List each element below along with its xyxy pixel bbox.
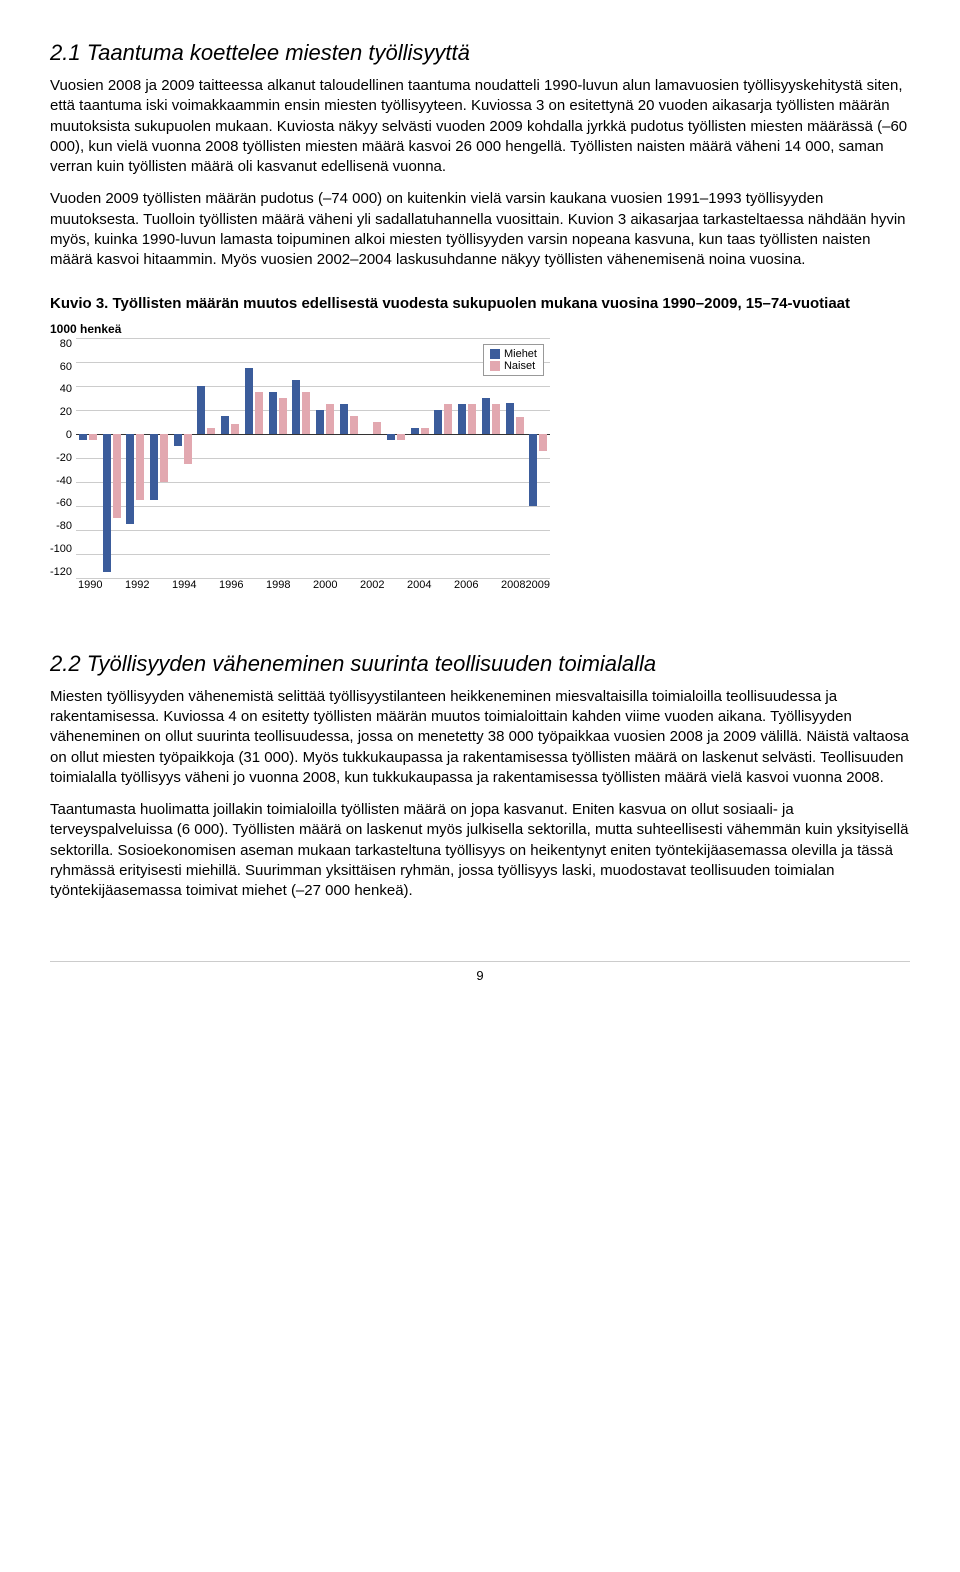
chart-year-group xyxy=(218,338,242,578)
chart-year-group xyxy=(337,338,361,578)
bar-miehet xyxy=(245,368,253,434)
chart-xlabels: 1990199219941996199820002002200420062008… xyxy=(78,579,550,591)
bar-miehet xyxy=(482,398,490,434)
bar-miehet xyxy=(411,428,419,434)
bar-naiset xyxy=(397,434,405,440)
chart-year-group xyxy=(195,338,219,578)
bar-miehet xyxy=(79,434,87,440)
bar-naiset xyxy=(136,434,144,500)
figure-3-caption: Kuvio 3. Työllisten määrän muutos edelli… xyxy=(50,294,910,314)
bar-naiset xyxy=(492,404,500,434)
bar-miehet xyxy=(387,434,395,440)
chart-year-group xyxy=(432,338,456,578)
chart-year-group xyxy=(384,338,408,578)
bar-miehet xyxy=(529,434,537,506)
bar-naiset xyxy=(184,434,192,464)
figure-3-chart: 1000 henkeä 806040200-20-40-60-80-100-12… xyxy=(50,322,550,591)
bar-naiset xyxy=(231,424,239,434)
chart-year-group xyxy=(408,338,432,578)
chart-year-group xyxy=(123,338,147,578)
bar-miehet xyxy=(103,434,111,572)
section-2-2-p2: Taantumasta huolimatta joillakin toimial… xyxy=(50,800,910,901)
bar-miehet xyxy=(269,392,277,434)
bar-naiset xyxy=(326,404,334,434)
bar-naiset xyxy=(468,404,476,434)
chart-ytitle: 1000 henkeä xyxy=(50,322,550,336)
chart-year-group xyxy=(266,338,290,578)
bar-miehet xyxy=(434,410,442,434)
bar-miehet xyxy=(221,416,229,434)
bar-naiset xyxy=(89,434,97,440)
bar-miehet xyxy=(126,434,134,524)
bar-naiset xyxy=(113,434,121,518)
chart-year-group xyxy=(242,338,266,578)
bar-miehet xyxy=(340,404,348,434)
section-2-1-heading: 2.1 Taantuma koettelee miesten työllisyy… xyxy=(50,40,910,66)
bar-naiset xyxy=(373,422,381,434)
chart-ylabels: 806040200-20-40-60-80-100-120 xyxy=(50,338,76,578)
chart-year-group xyxy=(360,338,384,578)
chart-year-group xyxy=(100,338,124,578)
chart-year-group xyxy=(503,338,527,578)
chart-year-group xyxy=(479,338,503,578)
bar-miehet xyxy=(316,410,324,434)
bar-naiset xyxy=(302,392,310,434)
bar-miehet xyxy=(150,434,158,500)
bar-naiset xyxy=(207,428,215,434)
bar-miehet xyxy=(458,404,466,434)
bar-naiset xyxy=(421,428,429,434)
bar-naiset xyxy=(350,416,358,434)
chart-plotarea: Miehet Naiset xyxy=(76,338,550,579)
chart-year-group xyxy=(455,338,479,578)
bar-miehet xyxy=(292,380,300,434)
section-2-1-p2: Vuoden 2009 työllisten määrän pudotus (–… xyxy=(50,189,910,270)
section-2-2-heading: 2.2 Työllisyyden väheneminen suurinta te… xyxy=(50,651,910,677)
bar-naiset xyxy=(160,434,168,482)
chart-year-group xyxy=(147,338,171,578)
section-2-1-p1: Vuosien 2008 ja 2009 taitteessa alkanut … xyxy=(50,76,910,177)
page-number: 9 xyxy=(50,961,910,983)
bar-naiset xyxy=(279,398,287,434)
section-2-2-p1: Miesten työllisyyden vähenemistä selittä… xyxy=(50,687,910,788)
bar-naiset xyxy=(539,434,547,451)
bar-miehet xyxy=(197,386,205,434)
chart-year-group xyxy=(313,338,337,578)
bar-miehet xyxy=(506,403,514,434)
chart-year-group xyxy=(289,338,313,578)
bar-naiset xyxy=(516,417,524,434)
chart-year-group xyxy=(76,338,100,578)
bar-naiset xyxy=(444,404,452,434)
chart-year-group xyxy=(526,338,550,578)
bar-miehet xyxy=(174,434,182,446)
bar-naiset xyxy=(255,392,263,434)
chart-year-group xyxy=(171,338,195,578)
